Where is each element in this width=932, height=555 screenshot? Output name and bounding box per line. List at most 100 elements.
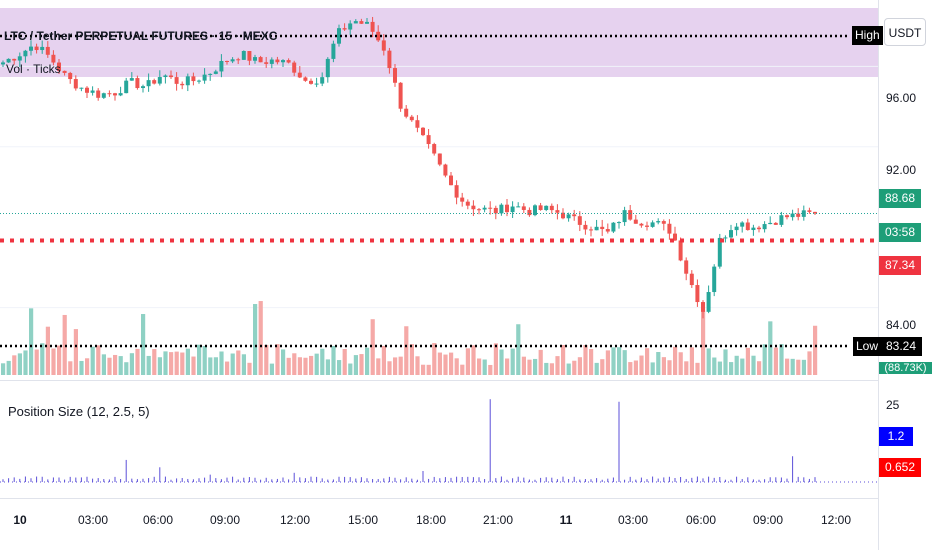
indicator-axis-label: 25	[886, 398, 900, 412]
pane-separator[interactable]	[0, 380, 878, 381]
candle-body	[779, 215, 784, 225]
volume-bar	[813, 325, 818, 375]
volume-bar	[555, 356, 560, 375]
volume-bar	[432, 343, 437, 375]
candle-body	[191, 76, 196, 82]
candle-body	[740, 222, 745, 227]
candle-body	[23, 50, 28, 57]
volume-bar	[6, 360, 11, 375]
candle-body	[309, 80, 313, 84]
candle-body	[527, 209, 532, 216]
volume-bar	[745, 347, 750, 375]
volume-bar	[768, 321, 773, 375]
volume-bar	[146, 355, 151, 375]
candle-body	[353, 21, 358, 24]
volume-bar	[342, 348, 347, 375]
candle-body	[225, 60, 229, 62]
volume-bar	[113, 354, 118, 375]
volume-bar	[572, 360, 577, 375]
volume-bar	[773, 347, 778, 375]
candle-body	[712, 266, 717, 293]
volume-bar	[325, 359, 330, 375]
price-label-92: 92.00	[886, 163, 917, 177]
volume-bar	[157, 357, 162, 375]
volume-bar	[101, 354, 106, 375]
candle-body	[762, 224, 767, 230]
candle-body	[773, 222, 778, 225]
currency-button[interactable]: USDT	[884, 18, 926, 46]
volume-bar	[695, 362, 700, 375]
volume-bar	[85, 358, 90, 375]
candle-body	[734, 226, 739, 231]
volume-bar	[225, 361, 230, 375]
candle-body	[689, 273, 694, 286]
volume-bar	[510, 348, 515, 375]
candle-body	[241, 50, 246, 60]
candle-body	[236, 59, 241, 61]
volume-bar	[577, 357, 582, 375]
candle-body	[549, 205, 554, 211]
candle-body	[516, 206, 521, 208]
symbol-title[interactable]: LTC / Tether PERPETUAL FUTURES · 15 · ME…	[4, 29, 278, 43]
volume-legend[interactable]: Vol · Ticks	[6, 62, 61, 76]
candle-body	[757, 227, 761, 230]
candle-body	[135, 78, 140, 89]
last-price-tag: 88.68	[879, 189, 921, 208]
volume-bar	[174, 351, 179, 375]
volume-bar	[460, 364, 465, 375]
candle-body	[264, 62, 269, 64]
volume-bar	[309, 355, 314, 375]
volume-bar	[729, 362, 734, 375]
candle-body	[661, 221, 666, 224]
candle-body	[449, 175, 453, 186]
candle-body	[51, 54, 56, 63]
volume-bar	[712, 357, 717, 375]
candle-body	[169, 75, 173, 78]
time-label: 12:00	[279, 513, 311, 527]
volume-bar	[538, 349, 543, 375]
candle-body	[645, 225, 649, 227]
countdown-tag: 03:58	[879, 223, 921, 242]
volume-bar	[740, 358, 745, 375]
candle-body	[281, 60, 285, 63]
volume-bar	[213, 357, 218, 375]
candle-body	[269, 59, 274, 64]
volume-bar	[1, 363, 6, 375]
candle-body	[465, 201, 470, 206]
candle-body	[673, 233, 677, 241]
candle-body	[258, 57, 263, 63]
volume-bar	[370, 319, 375, 375]
candle-body	[589, 229, 593, 231]
volume-bar	[544, 362, 549, 375]
candle-body	[96, 90, 101, 98]
time-label: 06:00	[685, 513, 717, 527]
volume-bar	[477, 358, 482, 375]
time-label: 09:00	[752, 513, 784, 527]
candle-body	[208, 73, 213, 75]
volume-bar	[51, 348, 56, 375]
volume-bar	[191, 356, 196, 375]
candle-body	[320, 77, 325, 84]
volume-bar	[650, 362, 655, 375]
candle-body	[107, 93, 112, 95]
volume-bar	[398, 356, 403, 375]
indicator-title[interactable]: Position Size (12, 2.5, 5)	[8, 404, 150, 419]
candle-body	[617, 222, 621, 224]
volume-bar	[45, 326, 50, 375]
candle-body	[29, 46, 33, 51]
candle-body	[12, 58, 17, 61]
volume-bar	[129, 353, 134, 375]
volume-bar	[454, 358, 459, 375]
candle-body	[667, 223, 672, 234]
candle-body	[57, 62, 61, 71]
candle-body	[555, 210, 560, 213]
candle-body	[157, 77, 162, 84]
volume-bar	[241, 354, 246, 375]
volume-bar	[499, 349, 504, 375]
time-label: 15:00	[347, 513, 379, 527]
volume-bar	[348, 363, 353, 375]
volume-bar	[253, 304, 258, 375]
volume-bar	[68, 361, 73, 375]
